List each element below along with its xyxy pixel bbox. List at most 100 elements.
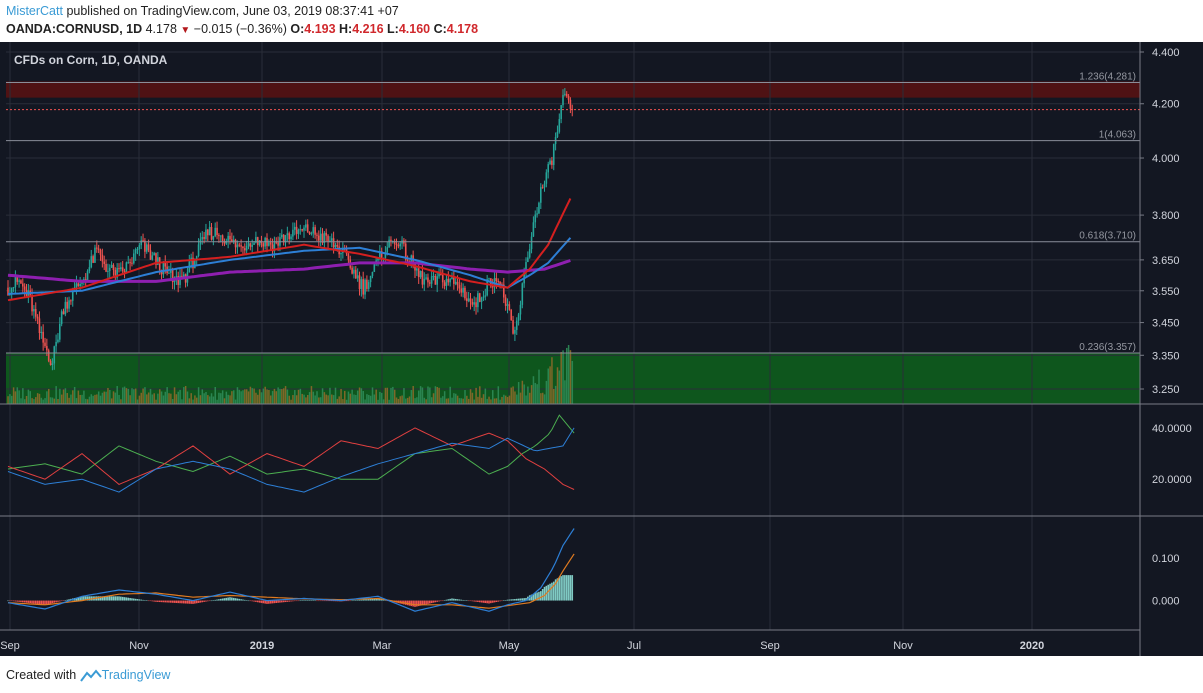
volume-bar (392, 386, 394, 404)
volume-bar (430, 397, 433, 404)
macd-hist-bar (262, 600, 265, 604)
macd-hist-bar (186, 600, 189, 604)
volume-bar (149, 388, 152, 404)
macd-hist-bar (410, 600, 413, 607)
macd-hist-bar (273, 600, 276, 604)
candle-body (475, 302, 477, 308)
volume-bar (553, 388, 555, 404)
volume-bar (538, 369, 540, 404)
candle-body (308, 231, 311, 235)
candle-body (512, 320, 514, 334)
volume-bar (310, 386, 313, 404)
candle-body (145, 244, 148, 252)
price-tick-label: 3.800 (1152, 210, 1180, 222)
volume-bar (488, 396, 490, 404)
macd-hist-bar (168, 600, 170, 603)
author-name[interactable]: MisterCatt (6, 4, 63, 18)
candle-body (149, 250, 152, 260)
candle-body (503, 284, 505, 298)
macd-hist-bar (491, 600, 494, 603)
macd-hist-bar (358, 599, 361, 601)
macd-hist-bar (31, 600, 33, 604)
volume-bar (532, 376, 535, 404)
candle-body (527, 257, 529, 263)
candle-body (538, 202, 540, 214)
macd-hist-bar (419, 600, 422, 606)
price-tick-label: 3.450 (1152, 318, 1180, 330)
candle-body (249, 243, 252, 247)
macd-hist-bar (292, 600, 294, 602)
volume-bar (184, 386, 187, 404)
volume-bar (323, 392, 326, 404)
candle-body (271, 244, 274, 252)
volume-bar (25, 395, 28, 404)
candle-body (234, 239, 237, 248)
volume-bar (51, 397, 54, 404)
volume-bar (453, 393, 455, 404)
price-tick-label: 3.250 (1152, 384, 1180, 396)
macd-hist-bar (271, 600, 274, 604)
macd-hist-bar (495, 600, 498, 603)
candle-body (316, 234, 318, 236)
macd-hist-bar (258, 600, 261, 603)
volume-bar (125, 388, 128, 404)
candle-body (140, 240, 142, 246)
volume-bar (451, 397, 453, 404)
volume-bar (369, 395, 372, 404)
candle-body (323, 232, 326, 243)
volume-bar (294, 390, 296, 404)
macd-hist-bar (173, 600, 176, 603)
fib-label-1: 1(4.063) (1099, 130, 1136, 141)
volume-bar (151, 394, 154, 404)
candle-body (57, 339, 59, 342)
macd-tick-label: 0.100 (1152, 553, 1180, 565)
candle-body (351, 267, 353, 274)
macd-hist-bar (27, 600, 30, 603)
volume-bar (545, 380, 548, 404)
candle-body (62, 311, 65, 315)
candle-body (129, 262, 131, 264)
volume-bar (351, 389, 353, 404)
candle-body (312, 227, 315, 234)
candle-body (325, 232, 327, 236)
candle-body (541, 187, 544, 189)
candle-body (318, 235, 320, 241)
brand-link[interactable]: TradingView (101, 668, 171, 682)
macd-hist-bar (170, 600, 172, 603)
volume-bar (59, 388, 61, 404)
volume-bar (521, 380, 524, 404)
volume-bar (244, 389, 246, 404)
candle-body (194, 259, 196, 269)
candle-body (456, 281, 459, 286)
volume-bar (358, 387, 361, 404)
volume-bar (356, 390, 359, 404)
macd-hist-bar (314, 600, 316, 602)
volume-bar (83, 390, 85, 404)
macd-hist-bar (110, 596, 113, 601)
candle-body (134, 249, 137, 254)
macd-hist-bar (538, 591, 540, 601)
chart-canvas[interactable]: 1.236(4.281) 1(4.063) 0.618(3.710) 0.236(3.… (0, 42, 1203, 656)
volume-bar (177, 391, 179, 404)
macd-hist-bar (414, 600, 416, 607)
macd-hist-bar (504, 600, 507, 601)
macd-hist-bar (488, 600, 490, 604)
volume-bar (540, 393, 542, 404)
macd-hist-bar (277, 600, 279, 603)
volume-bar (342, 399, 344, 404)
volume-bar (349, 393, 352, 404)
macd-hist-bar (421, 600, 424, 606)
candle-body (47, 350, 50, 361)
volume-bar (362, 390, 364, 404)
candle-body (175, 276, 178, 278)
macd-hist-bar (336, 600, 339, 602)
candle-body (525, 262, 527, 271)
macd-hist-bar (558, 577, 561, 601)
macd-hist-bar (432, 600, 435, 603)
volume-bar (268, 390, 270, 404)
macd-hist-bar (179, 600, 181, 604)
macd-hist-bar (149, 600, 152, 602)
time-tick-label: Nov (129, 640, 149, 652)
macd-hist-bar (454, 598, 457, 601)
candle-body (245, 245, 248, 251)
